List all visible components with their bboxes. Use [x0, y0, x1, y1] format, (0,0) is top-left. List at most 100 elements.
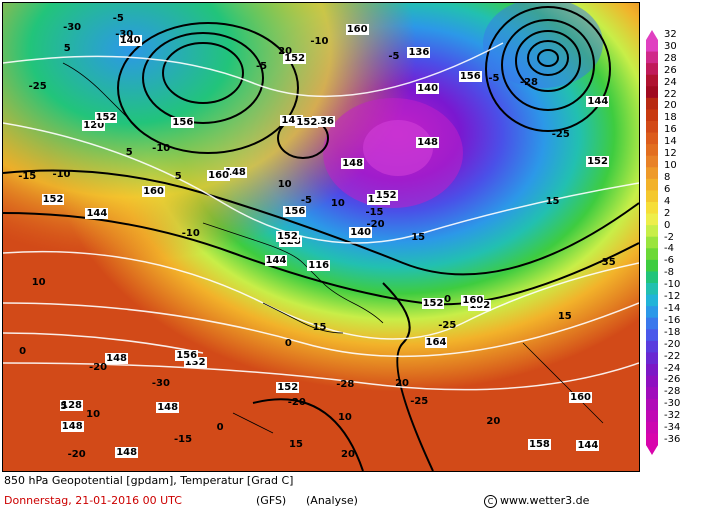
- legend-tick: -12: [664, 291, 681, 303]
- geopotential-label: 152: [94, 111, 118, 123]
- temperature-label: 10: [277, 178, 292, 190]
- legend-swatch: [646, 74, 658, 87]
- legend-swatch: [646, 294, 658, 307]
- temperature-label: 10: [86, 408, 101, 420]
- legend-tick: 24: [664, 76, 677, 88]
- legend-tick: -18: [664, 326, 681, 338]
- geopotential-label: 152: [295, 116, 319, 128]
- temperature-label: -5: [300, 195, 312, 207]
- legend-tick: -30: [664, 398, 681, 410]
- temperature-label: -10: [52, 169, 71, 181]
- geopotential-label: 128: [60, 399, 83, 411]
- legend-tick: 22: [664, 88, 677, 100]
- credit-url: www.wetter3.de: [500, 494, 590, 507]
- legend-swatch: [646, 433, 658, 446]
- temperature-label: 15: [557, 311, 572, 323]
- legend-swatch: [646, 236, 658, 249]
- legend-tick: 4: [664, 195, 671, 207]
- legend-swatch: [646, 190, 658, 203]
- geopotential-label: 152: [275, 231, 299, 243]
- geopotential-label: 148: [105, 353, 129, 365]
- legend-arrow-up: [646, 30, 658, 40]
- temperature-label: 5: [60, 400, 68, 412]
- temperature-label: 0: [216, 422, 224, 434]
- temperature-label: -20: [366, 219, 385, 231]
- temperature-label: -25: [410, 395, 429, 407]
- legend-tick: 32: [664, 29, 677, 40]
- geopotential-label: 144: [576, 439, 600, 451]
- legend-swatch: [646, 271, 658, 284]
- temperature-label: -25: [28, 80, 47, 92]
- legend-tick: 18: [664, 112, 677, 124]
- temperature-field: [3, 3, 639, 471]
- legend-swatch: [646, 317, 658, 330]
- valid-date: Donnerstag, 21-01-2016 00 UTC: [4, 494, 182, 507]
- legend-tick: 20: [664, 100, 677, 112]
- geopotential-label: 152: [586, 155, 609, 167]
- geopotential-label: 160: [461, 294, 485, 306]
- temperature-label: 20: [278, 46, 293, 58]
- temperature-label: -5: [256, 60, 268, 72]
- legend-tick: 0: [664, 219, 671, 231]
- temperature-label: -20: [287, 396, 306, 408]
- legend-swatch: [646, 40, 658, 53]
- temperature-label: -28: [519, 77, 539, 89]
- geopotential-label: 152: [468, 300, 492, 312]
- legend-swatch: [646, 225, 658, 238]
- legend-swatch: [646, 86, 658, 99]
- geopotential-label: 152: [283, 52, 307, 64]
- temperature-label: 0: [19, 345, 27, 357]
- legend-arrow-down: [646, 445, 658, 455]
- legend-swatch: [646, 329, 658, 342]
- map-caption: 850 hPa Geopotential [gpdam], Temperatur…: [4, 474, 294, 487]
- legend-swatch: [646, 410, 658, 423]
- geopotential-label: 132: [183, 356, 207, 368]
- temperature-label: 15: [411, 232, 426, 244]
- geopotential-label: 144: [264, 255, 288, 267]
- temperature-label: 0: [444, 294, 452, 306]
- geopotential-label: 136: [312, 116, 335, 128]
- legend-tick: -16: [664, 314, 681, 326]
- legend-swatch: [646, 375, 658, 388]
- geopotential-label: 144: [586, 96, 610, 108]
- geopotential-label: 152: [421, 297, 445, 309]
- temperature-label: -30: [151, 378, 170, 390]
- legend-tick: -28: [664, 386, 681, 398]
- temperature-label: 15: [289, 438, 303, 450]
- temperature-label: -10: [181, 227, 200, 239]
- geopotential-label: 158: [528, 439, 551, 451]
- temperature-label: -10: [310, 35, 329, 47]
- legend-tick: 10: [664, 160, 677, 172]
- legend-tick: 2: [664, 207, 671, 219]
- geopotential-label: 148: [280, 115, 304, 127]
- geopotential-label: 156: [175, 350, 199, 362]
- geopotential-label: 148: [60, 420, 84, 432]
- temperature-label: -5: [388, 50, 400, 62]
- geopotential-label: 156: [171, 117, 195, 129]
- legend-swatch: [646, 144, 658, 157]
- geopotential-label: 152: [374, 189, 398, 201]
- geopotential-contours: [3, 6, 639, 471]
- geopotential-label: 160: [569, 391, 592, 403]
- legend-swatch: [646, 51, 658, 64]
- temperature-label: -30: [115, 29, 134, 41]
- legend-swatch: [646, 109, 658, 122]
- run-type: (Analyse): [306, 494, 358, 507]
- temperature-label: 20: [486, 415, 501, 427]
- legend-tick: -2: [664, 231, 674, 243]
- legend-tick: 6: [664, 183, 671, 195]
- temperature-label: 5: [125, 146, 133, 158]
- legend-tick: 26: [664, 64, 677, 76]
- legend-swatch: [646, 178, 658, 191]
- legend-swatch: [646, 352, 658, 365]
- legend-swatch: [646, 202, 658, 215]
- temperature-label: -30: [63, 22, 82, 34]
- geopotential-label: 140: [349, 227, 373, 239]
- geopotential-label: 152: [41, 194, 65, 206]
- temperature-label: 5: [174, 171, 182, 183]
- legend-swatch: [646, 132, 658, 145]
- legend-tick: -24: [664, 362, 681, 374]
- legend-tick: -4: [664, 243, 674, 255]
- geopotential-label: 148: [156, 402, 180, 413]
- temperature-label: 0: [284, 338, 292, 350]
